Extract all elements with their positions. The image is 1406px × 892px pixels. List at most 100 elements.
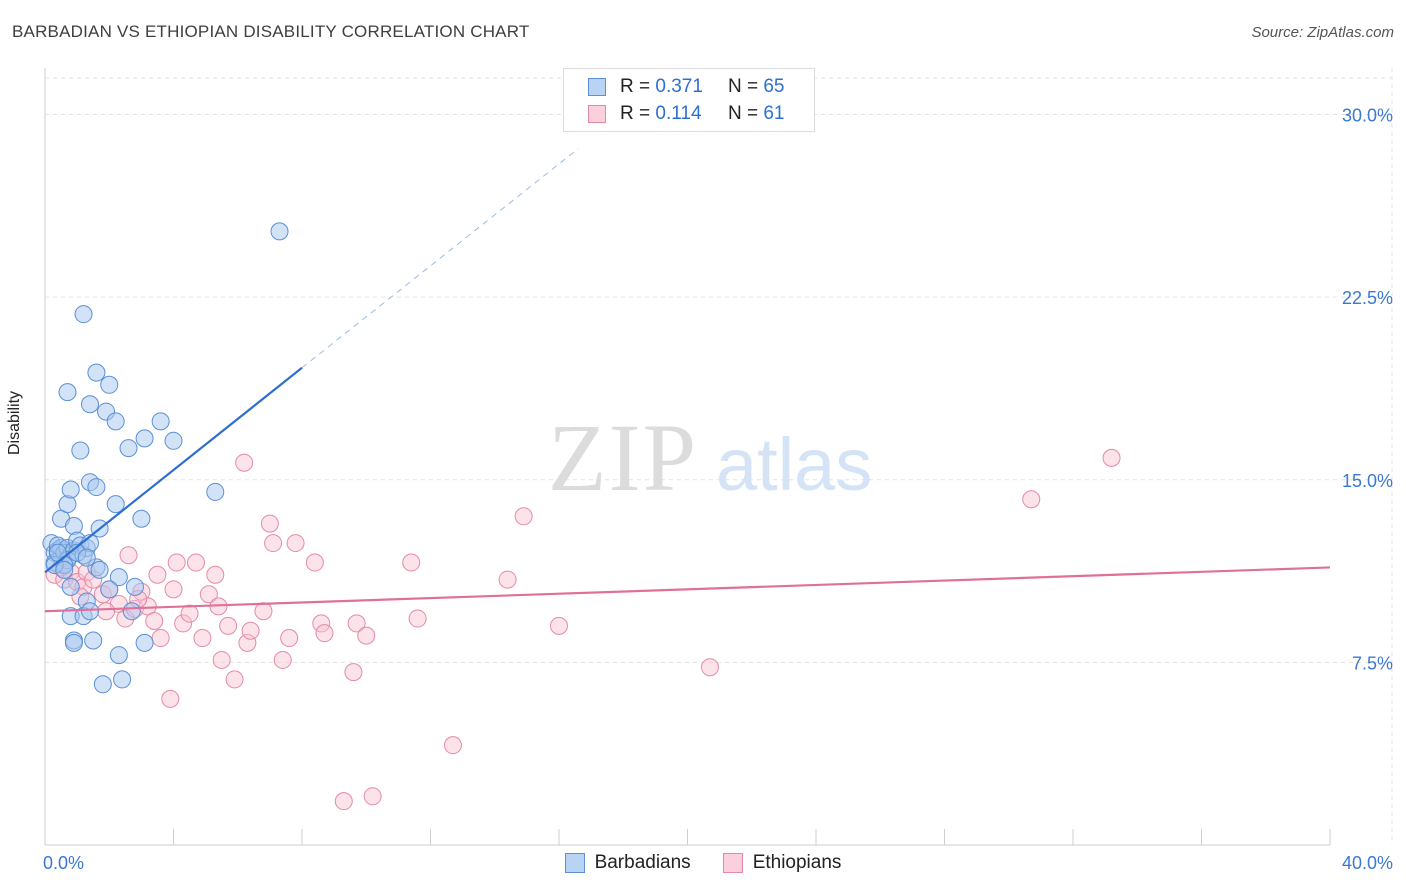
ethiopian-point [174, 614, 193, 633]
barbadian-point [119, 439, 138, 458]
barbadian-point [77, 548, 96, 567]
barbadian-point [164, 431, 183, 450]
legend-item-ethiopians[interactable]: Ethiopians [722, 852, 842, 874]
legend-r-value: 0.114 [655, 103, 702, 124]
barbadian-point [135, 429, 154, 448]
ethiopian-point [443, 736, 462, 755]
ethiopian-point [514, 507, 533, 526]
ethiopian-point [264, 534, 283, 553]
barbadian-point [132, 509, 151, 528]
legend-n-value: 65 [763, 76, 785, 97]
barbadian-point [61, 480, 80, 499]
legend-series: Barbadians Ethiopians [0, 852, 1406, 874]
ethiopian-point [550, 616, 568, 635]
y-tick-label: 15.0% [1342, 471, 1393, 491]
ethiopian-point [1022, 490, 1041, 509]
ethiopian-point [280, 629, 299, 648]
legend-stats: R = 0.371 N = 65 R = 0.114 N = 61 [563, 68, 815, 132]
ethiopian-point [334, 792, 353, 811]
ethiopian-point [700, 658, 719, 677]
barbadian-point [125, 577, 144, 596]
ethiopian-point [254, 602, 273, 621]
barbadians-trend-extension [301, 148, 579, 369]
barbadian-point [80, 395, 99, 414]
ethiopian-point [151, 629, 170, 648]
legend-r-value: 0.371 [655, 76, 703, 97]
legend-swatch-pink [588, 105, 606, 123]
barbadian-point [93, 675, 112, 694]
barbadian-point [113, 670, 132, 689]
ethiopians-points [45, 448, 1121, 811]
barbadian-point [206, 482, 225, 501]
y-tick-label: 22.5% [1342, 288, 1393, 308]
barbadian-point [58, 383, 77, 402]
source-label: Source: ZipAtlas.com [1251, 24, 1394, 41]
barbadian-point [58, 495, 77, 514]
ethiopian-point [498, 570, 517, 589]
ethiopian-point [286, 534, 305, 553]
barbadian-point [135, 633, 154, 652]
barbadian-point [106, 495, 125, 514]
grid-layer [45, 68, 1393, 845]
x-tick-label: 40.0% [1342, 853, 1393, 873]
legend-swatch-blue [564, 853, 585, 873]
ethiopian-point [186, 553, 205, 572]
barbadian-point [90, 560, 109, 579]
barbadian-point [61, 577, 80, 596]
legend-row-barbadians: R = 0.371 N = 65 [588, 75, 784, 99]
ethiopian-point [402, 553, 421, 572]
barbadian-point [64, 517, 83, 536]
legend-n-value: 61 [763, 103, 785, 124]
barbadian-point [122, 602, 141, 621]
watermark: ZIP atlas [548, 404, 872, 511]
watermark-atlas: atlas [716, 423, 872, 506]
ethiopian-point [199, 585, 218, 604]
ethiopian-point [180, 604, 199, 623]
barbadian-point [100, 580, 119, 599]
barbadians-trend-line [44, 366, 303, 574]
tick-label-layer: 7.5% 15.0% 22.5% 30.0% 0.0% 40.0% [43, 106, 1393, 873]
legend-label-ethiopians: Ethiopians [752, 852, 842, 873]
barbadian-point [84, 631, 103, 650]
ethiopian-point [193, 629, 212, 648]
trend-layer [44, 148, 1331, 613]
barbadian-point [71, 441, 90, 460]
barbadian-point [74, 305, 93, 324]
barbadian-point [87, 363, 106, 382]
ethiopian-point [315, 624, 334, 643]
ethiopian-point [145, 611, 164, 630]
ethiopian-point [357, 626, 376, 645]
legend-swatch-blue [588, 78, 606, 96]
ethiopian-point [312, 614, 331, 633]
ethiopians-trend-line [44, 566, 1331, 613]
barbadian-point [270, 222, 289, 241]
legend-r-label: R = [620, 76, 651, 97]
ethiopian-point [363, 787, 382, 806]
ethiopian-point [305, 553, 324, 572]
legend-item-barbadians[interactable]: Barbadians [564, 852, 691, 874]
ethiopian-point [119, 546, 138, 565]
ethiopian-point [408, 609, 427, 628]
ethiopian-point [212, 650, 231, 669]
barbadian-point [80, 602, 99, 621]
barbadian-point [48, 543, 67, 562]
ethiopian-point [344, 663, 363, 682]
ethiopian-point [241, 621, 260, 640]
ethiopian-point [161, 689, 180, 708]
barbadian-point [109, 568, 128, 587]
y-tick-label: 7.5% [1352, 653, 1393, 673]
barbadian-point [109, 646, 128, 665]
y-tick-label: 30.0% [1342, 106, 1393, 126]
barbadians-points [42, 222, 289, 694]
ethiopian-point [260, 514, 279, 533]
legend-n-label: N = [727, 76, 759, 97]
legend-r-label: R = [620, 103, 651, 124]
barbadian-point [55, 560, 74, 579]
legend-label-barbadians: Barbadians [594, 852, 691, 873]
legend-swatch-pink [722, 853, 743, 873]
ethiopian-point [148, 565, 167, 584]
watermark-zip: ZIP [548, 404, 698, 511]
legend-n-label: N = [727, 103, 759, 124]
ethiopian-point [225, 670, 244, 689]
